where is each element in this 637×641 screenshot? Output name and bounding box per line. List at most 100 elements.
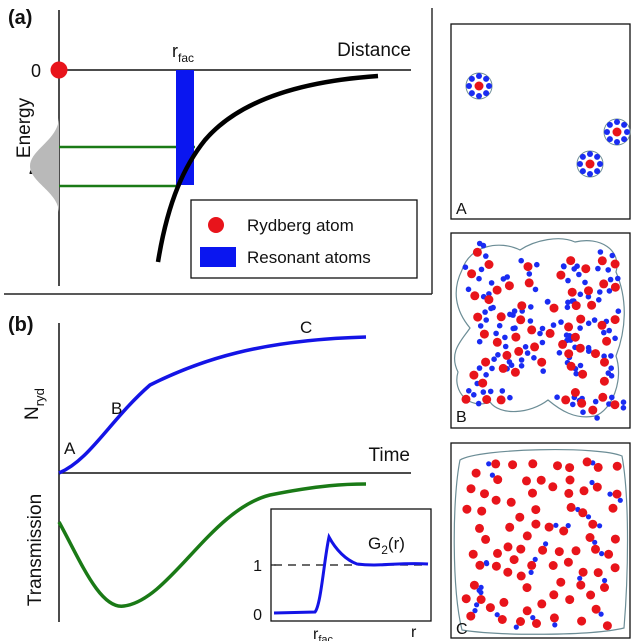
rydberg-atom	[556, 577, 566, 587]
snapshot-c-outline	[453, 449, 629, 635]
rydberg-atom	[475, 560, 485, 570]
rydberg-atom	[528, 459, 538, 469]
nryd-curve	[58, 335, 367, 475]
rydberg-atom	[517, 301, 527, 311]
resonant-shell-bar	[176, 70, 194, 185]
resonant-atom	[591, 317, 598, 323]
resonant-atom	[608, 365, 614, 372]
resonant-atom	[496, 322, 503, 329]
energy-axis-label: Energy	[14, 97, 35, 158]
resonant-atom	[489, 365, 495, 372]
resonant-atom	[621, 136, 628, 143]
rydberg-atom	[597, 256, 607, 266]
resonant-atom	[539, 325, 546, 332]
rydberg-atom	[553, 461, 562, 471]
resonant-atom	[607, 276, 614, 283]
rydberg-atom	[504, 281, 514, 291]
rydberg-atom	[474, 81, 484, 91]
legend-rydberg-label: Rydberg atom	[247, 216, 354, 235]
resonant-atom	[580, 409, 586, 416]
rydberg-atom	[610, 282, 620, 292]
rydberg-atom	[522, 606, 532, 616]
resonant-atom	[615, 308, 622, 315]
resonant-atom	[592, 539, 598, 545]
resonant-atom	[556, 350, 563, 356]
rydberg-atom	[461, 394, 471, 404]
rydberg-atom	[503, 567, 513, 577]
rydberg-atom	[587, 300, 597, 310]
resonant-atom	[587, 151, 593, 157]
rydberg-atom	[470, 291, 480, 301]
resonant-atom	[587, 171, 593, 177]
rydberg-atom	[484, 295, 494, 305]
resonant-atom	[577, 575, 583, 581]
time-axis-label: Time	[368, 445, 410, 466]
resonant-atom	[598, 611, 604, 617]
rydberg-atom	[600, 357, 609, 367]
rydberg-atom	[549, 590, 559, 600]
resonant-atom	[495, 352, 501, 358]
rydberg-atom	[585, 159, 595, 169]
resonant-atom	[609, 252, 616, 259]
rydberg-atom	[591, 349, 600, 359]
resonant-atom	[528, 304, 534, 310]
rydberg-atom	[485, 603, 495, 613]
rydberg-atom	[571, 546, 581, 556]
rydberg-atom	[559, 526, 569, 536]
rydberg-atom	[536, 475, 546, 485]
resonant-atom	[527, 318, 534, 324]
snapshot-b-outline	[453, 238, 625, 418]
resonant-atom	[476, 338, 483, 345]
rydberg-atom	[531, 519, 541, 529]
resonant-atom	[596, 297, 602, 303]
rydberg-atom	[564, 488, 574, 498]
resonant-atom	[478, 589, 484, 596]
legend-resonant-marker	[200, 247, 236, 267]
resonant-atom	[539, 339, 546, 346]
rydberg-atom	[496, 312, 506, 322]
rydberg-atom	[491, 459, 501, 469]
resonant-atom	[518, 257, 524, 264]
rydberg-atom	[566, 502, 576, 512]
resonant-atom	[558, 319, 564, 325]
rydberg-atom	[481, 357, 491, 367]
resonant-atom	[499, 388, 506, 394]
rydberg-atom	[472, 247, 482, 257]
inset-ytick-0: 0	[253, 607, 262, 624]
resonant-atom	[465, 286, 472, 293]
resonant-atom	[483, 75, 490, 82]
legend: Rydberg atom Resonant atoms	[190, 199, 418, 279]
resonant-atom	[570, 401, 576, 408]
resonant-atom	[486, 291, 492, 297]
rydberg-atom	[475, 523, 484, 533]
resonant-atom	[482, 309, 488, 315]
resonant-atom	[475, 400, 482, 407]
rydberg-atom	[565, 475, 575, 485]
resonant-atom	[532, 556, 538, 563]
resonant-atom	[522, 344, 529, 350]
rydberg-atom	[471, 468, 481, 478]
rydberg-atom	[492, 285, 502, 295]
resonant-atom	[554, 394, 560, 401]
rydberg-atom	[578, 369, 588, 379]
rydberg-atom	[491, 495, 501, 505]
point-b-label: B	[111, 399, 122, 418]
resonant-atom	[528, 569, 534, 576]
panel-b-label: (b)	[8, 314, 34, 336]
snapshot-b-label: B	[456, 409, 467, 426]
rydberg-atom	[527, 325, 537, 335]
resonant-atom	[476, 93, 482, 99]
resonant-atom	[601, 329, 607, 336]
resonant-atom	[585, 293, 592, 300]
resonant-atom	[494, 612, 500, 618]
resonant-atom	[577, 325, 583, 331]
resonant-atom	[483, 372, 489, 378]
resonant-atom	[526, 271, 533, 277]
resonant-atom	[565, 299, 571, 306]
snapshot-a-frame	[450, 23, 631, 220]
resonant-atom	[476, 240, 483, 247]
resonant-atom	[480, 389, 487, 395]
rydberg-atom	[585, 533, 595, 542]
rydberg-atom	[468, 549, 478, 559]
